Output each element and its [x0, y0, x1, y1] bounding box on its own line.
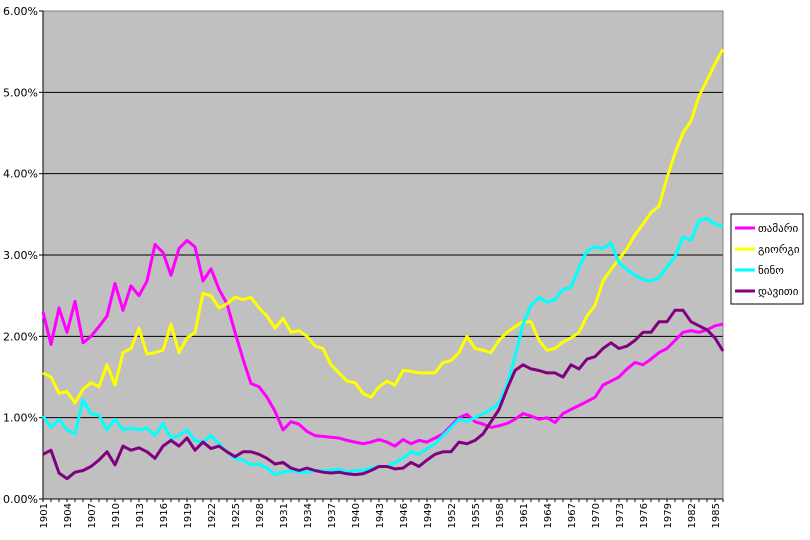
y-tick-label: 1.00% — [3, 412, 38, 425]
x-tick-label: 1952 — [447, 503, 458, 528]
y-tick-label: 6.00% — [3, 5, 38, 18]
x-tick-label: 1949 — [423, 503, 434, 528]
x-tick-label: 1940 — [351, 503, 362, 528]
x-tick-label: 1973 — [615, 503, 626, 528]
x-tick-label: 1919 — [183, 503, 194, 528]
legend-label: ნინო — [758, 264, 784, 277]
x-tick-label: 1985 — [711, 503, 722, 528]
series-line — [41, 238, 724, 448]
x-tick-label: 1967 — [567, 503, 578, 528]
x-tick-label: 1916 — [159, 503, 170, 528]
x-tick-label: 1961 — [519, 503, 530, 528]
series-line — [42, 48, 725, 405]
y-axis: 0.00% 1.00% 2.00% 3.00% 4.00% 5.00% 6.00% — [3, 5, 44, 506]
x-tick-label: 1910 — [111, 503, 122, 528]
y-tick-label: 3.00% — [3, 249, 38, 262]
x-tick-label: 1955 — [471, 503, 482, 528]
y-tick-label: 2.00% — [3, 330, 38, 343]
x-tick-label: 1904 — [63, 503, 74, 528]
series-line — [42, 308, 725, 481]
legend: თამარი გიორგი ნინო დავითი — [730, 213, 804, 305]
x-tick-label: 1934 — [303, 503, 314, 528]
legend-label: დავითი — [758, 285, 799, 298]
x-axis: 1901 1904 1907 1910 1913 1916 1919 1922 1925 1928… — [39, 498, 724, 528]
y-tick-label: 5.00% — [3, 86, 38, 99]
legend-label: თამარი — [758, 222, 798, 235]
y-tick-label: 4.00% — [3, 168, 38, 181]
x-tick-label: 1943 — [375, 503, 386, 528]
legend-label: გიორგი — [758, 243, 800, 256]
x-tick-label: 1958 — [495, 503, 506, 528]
x-tick-label: 1970 — [591, 503, 602, 528]
x-tick-label: 1901 — [39, 503, 50, 528]
x-tick-label: 1928 — [255, 503, 266, 528]
x-tick-label: 1925 — [231, 503, 242, 528]
y-tick-label: 0.00% — [3, 493, 38, 506]
x-tick-label: 1946 — [399, 503, 410, 528]
x-tick-label: 1913 — [135, 503, 146, 528]
x-tick-label: 1907 — [87, 503, 98, 528]
x-tick-label: 1931 — [279, 503, 290, 528]
x-tick-label: 1976 — [639, 503, 650, 528]
x-tick-label: 1922 — [207, 503, 218, 528]
series-lines — [41, 48, 725, 481]
x-tick-label: 1937 — [327, 503, 338, 528]
x-tick-label: 1979 — [663, 503, 674, 528]
x-tick-label: 1964 — [543, 503, 554, 528]
x-tick-label: 1982 — [687, 503, 698, 528]
